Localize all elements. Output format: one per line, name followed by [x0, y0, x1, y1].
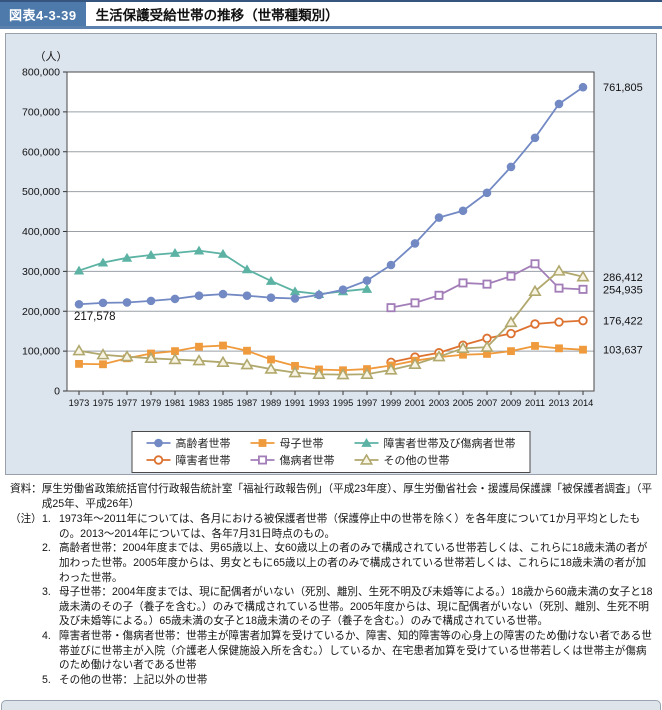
legend-item: その他の世帯: [354, 452, 516, 468]
x-tick-label: 1995: [333, 398, 354, 408]
circle-filled-icon: [146, 438, 171, 448]
y-tick-label: 600,000: [22, 146, 60, 158]
note-item-text: 母子世帯：2004年度までは、現に配偶者がいない（死別、離別、生死不明及び未婚等…: [59, 586, 653, 628]
note-item-text: 高齢者世帯：2004年度までは、男65歳以上、女60歳以上の者のみで構成されてい…: [59, 542, 648, 584]
end-value-annotation: 254,935: [603, 284, 643, 296]
triangle-open-icon: [354, 454, 379, 465]
note-item: 3. 母子世帯：2004年度までは、現に配偶者がいない（死別、離別、生死不明及び未…: [42, 585, 654, 629]
x-tick-label: 2003: [429, 398, 450, 408]
x-tick-label: 1979: [141, 398, 162, 408]
series-square-open: [386, 259, 588, 313]
note-item: 2. 高齢者世帯：2004年度までは、男65歳以上、女60歳以上の者のみで構成され…: [42, 541, 654, 585]
x-tick-label: 1975: [93, 398, 114, 408]
source-row: 資料： 厚生労働省政策統括官付行政報告統計室「福祉行政報告例」（平成23年度）、…: [10, 482, 654, 511]
legend-item: 障害者世帯: [146, 452, 231, 468]
x-tick-label: 2011: [525, 398, 545, 408]
legend-label: 高齢者世帯: [175, 438, 231, 450]
legend-label: 傷病者世帯: [279, 455, 335, 467]
end-value-annotation: 176,422: [603, 316, 643, 328]
figure-title-bar: 図表4-3-39 生活保護受給世帯の推移（世帯種類別）: [0, 0, 662, 29]
source-text: 厚生労働省政策統括官付行政報告統計室「福祉行政報告例」（平成23年度）、厚生労働…: [41, 483, 653, 510]
note-item-text: 障害者世帯・傷病者世帯：世帯主が障害者加算を受けているか、障害、知的障害等の心身…: [59, 630, 652, 672]
x-tick-label: 2001: [405, 398, 426, 408]
x-tick-label: 1997: [357, 398, 378, 408]
x-tick-label: 1977: [117, 398, 138, 408]
series-circle-filled: [74, 82, 588, 309]
next-section-bar: [1, 700, 661, 710]
legend-label: 障害者世帯: [175, 455, 231, 467]
square-filled-icon: [250, 439, 275, 447]
note-label: （注）: [10, 513, 42, 526]
x-tick-label: 2009: [501, 398, 522, 408]
x-tick-label: 2013: [549, 398, 570, 408]
x-tick-label: 1993: [309, 398, 330, 408]
figure-title: 生活保護受給世帯の推移（世帯種類別）: [95, 8, 339, 23]
y-tick-label: 800,000: [22, 67, 60, 79]
chart-legend: 高齢者世帯 母子世帯 障害者世帯及び傷病者世帯障害者世帯 傷病者世帯 その他の世帯: [131, 431, 531, 473]
series-triangle-open: [72, 264, 590, 380]
note-items: 1. 1973年～2011年については、各月における被保護者世帯（保護停止中の世帯…: [42, 512, 654, 687]
notes-section: 資料： 厚生労働省政策統括官付行政報告統計室「福祉行政報告例」（平成23年度）、…: [0, 475, 662, 688]
y-axis-unit-label: （人）: [35, 50, 68, 63]
chart-panel: （人） 0 100,000 200,000 300,000 400,000 500,000 6…: [5, 33, 657, 475]
end-value-annotation: 103,637: [603, 345, 643, 357]
legend-label: 障害者世帯及び傷病者世帯: [383, 438, 516, 450]
x-tick-label: 2005: [453, 398, 474, 408]
y-tick-label: 500,000: [22, 186, 60, 198]
legend-label: 母子世帯: [279, 438, 324, 450]
note-item-number: 5.: [42, 673, 51, 686]
start-value-annotation: 217,578: [74, 311, 116, 323]
y-tick-label: 300,000: [22, 266, 60, 278]
y-tick-label: 400,000: [22, 226, 60, 238]
legend-item: 傷病者世帯: [250, 452, 335, 468]
triangle-filled-icon: [354, 438, 379, 447]
line-chart: （人） 0 100,000 200,000 300,000 400,000 500,000 6…: [22, 50, 643, 408]
x-tick-label: 1999: [381, 398, 402, 408]
x-tick-label: 1983: [189, 398, 210, 408]
note-item: 4. 障害者世帯・傷病者世帯：世帯主が障害者加算を受けているか、障害、知的障害等の…: [42, 629, 654, 673]
source-label: 資料：: [10, 483, 42, 495]
figure-number-badge: 図表4-3-39: [0, 2, 86, 26]
note-item-text: その他の世帯：上記以外の世帯: [59, 673, 208, 686]
end-value-annotation: 286,412: [603, 272, 643, 284]
y-tick-label: 0: [54, 386, 60, 398]
note-item: 5. その他の世帯：上記以外の世帯: [42, 673, 654, 688]
note-item-text: 1973年～2011年については、各月における被保護者世帯（保護停止中の世帯を除…: [59, 513, 641, 540]
legend-label: その他の世帯: [383, 455, 450, 467]
legend-item: 高齢者世帯: [146, 435, 231, 451]
note-item-number: 2.: [42, 542, 51, 555]
x-tick-label: 1989: [261, 398, 282, 408]
x-tick-label: 1985: [213, 398, 234, 408]
legend-item: 母子世帯: [250, 435, 335, 451]
square-open-icon: [250, 455, 275, 465]
x-tick-label: 1991: [285, 398, 306, 408]
x-tick-label: 2014: [573, 398, 594, 408]
note-item: 1. 1973年～2011年については、各月における被保護者世帯（保護停止中の世帯…: [42, 512, 654, 541]
end-value-annotation: 761,805: [603, 82, 643, 94]
circle-open-icon: [146, 455, 171, 465]
note-item-number: 4.: [42, 630, 51, 643]
y-tick-label: 200,000: [22, 306, 60, 318]
note-item-number: 1.: [42, 513, 51, 526]
y-tick-label: 700,000: [22, 106, 60, 118]
note-block: （注） 1. 1973年～2011年については、各月における被保護者世帯（保護停止…: [10, 512, 654, 687]
series-square-filled: [75, 341, 587, 375]
legend-item: 障害者世帯及び傷病者世帯: [354, 435, 516, 451]
x-tick-label: 2007: [477, 398, 498, 408]
x-tick-label: 1981: [165, 398, 186, 408]
x-tick-label: 1973: [69, 398, 90, 408]
y-tick-label: 100,000: [22, 346, 60, 358]
x-tick-label: 1987: [237, 398, 258, 408]
note-item-number: 3.: [42, 586, 51, 599]
